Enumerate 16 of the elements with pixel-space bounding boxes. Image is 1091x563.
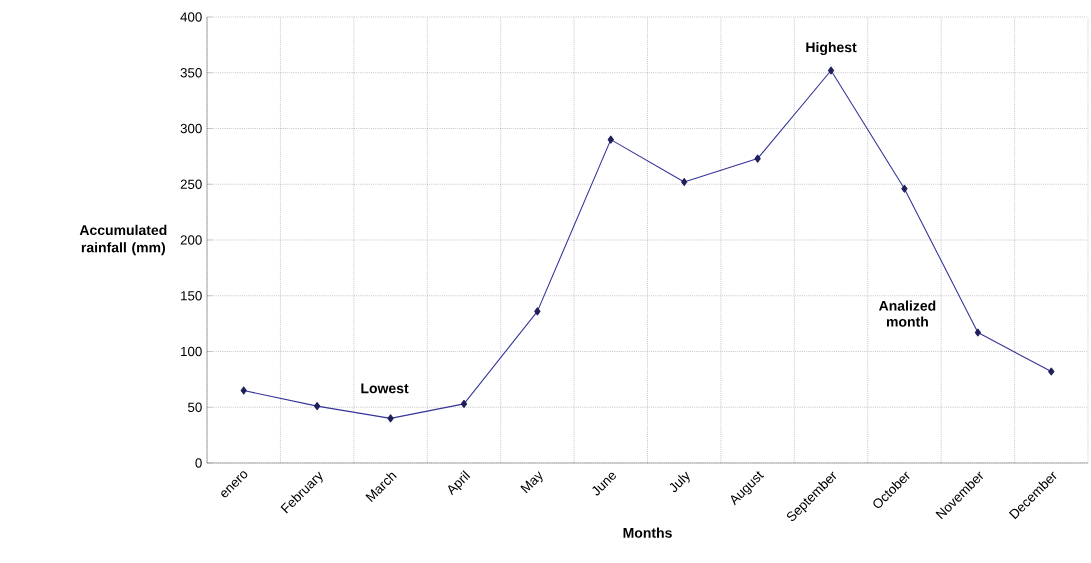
- annotation: Lowest: [361, 383, 409, 394]
- x-tick-label: May: [520, 471, 543, 494]
- y-tick-label: 250: [180, 179, 202, 189]
- y-tick-label: 200: [180, 235, 202, 245]
- x-tick-label: July: [669, 471, 690, 493]
- annotation: Analized month: [878, 300, 936, 327]
- y-tick-label: 400: [180, 12, 202, 22]
- annotation: Highest: [806, 41, 857, 56]
- y-axis-title: Accumulated rainfall (mm): [79, 224, 167, 256]
- y-tick-label: 350: [180, 68, 202, 78]
- y-tick-label: 150: [181, 291, 202, 301]
- y-tick-label: 0: [195, 458, 202, 468]
- y-tick-label: 100: [181, 346, 202, 357]
- y-tick-label: 50: [188, 402, 202, 412]
- y-tick-label: 300: [180, 123, 202, 134]
- x-axis-title: Months: [623, 527, 672, 538]
